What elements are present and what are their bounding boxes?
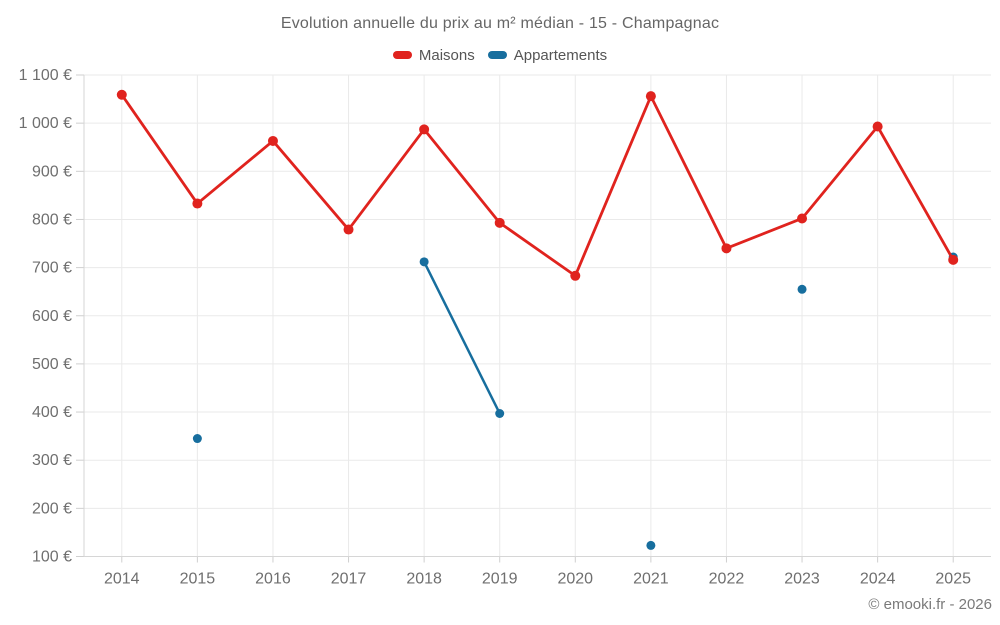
- y-axis-label: 800 €: [32, 211, 72, 228]
- point-maisons-2021[interactable]: [645, 91, 656, 102]
- legend-label: Appartements: [513, 46, 608, 64]
- y-axis-label: 900 €: [32, 163, 72, 180]
- point-maisons-2018[interactable]: [419, 124, 430, 135]
- point-maisons-2019[interactable]: [494, 217, 505, 228]
- point-appartements-2023[interactable]: [797, 284, 807, 294]
- series-line-maisons: [120, 93, 955, 278]
- point-maisons-2022[interactable]: [721, 243, 732, 254]
- x-axis-label: 2025: [935, 571, 971, 588]
- point-maisons-2016[interactable]: [267, 135, 278, 146]
- y-axis-label: 600 €: [32, 308, 72, 325]
- y-axis-label: 100 €: [32, 549, 72, 566]
- point-appartements-2015[interactable]: [192, 434, 202, 444]
- point-maisons-2015[interactable]: [192, 198, 203, 209]
- point-maisons-2014[interactable]: [116, 89, 127, 100]
- point-maisons-2024[interactable]: [872, 121, 883, 132]
- x-axis-label: 2015: [180, 571, 216, 588]
- point-maisons-2017[interactable]: [343, 224, 354, 235]
- legend-item-appartements[interactable]: Appartements: [487, 46, 608, 64]
- chart-legend: Maisons Appartements: [0, 44, 1000, 66]
- legend-item-maisons[interactable]: Maisons: [392, 46, 475, 64]
- x-axis-label: 2017: [331, 571, 367, 588]
- legend-swatch-appartements: [487, 51, 507, 59]
- point-maisons-2020[interactable]: [570, 270, 581, 281]
- x-axis-label: 2014: [104, 571, 140, 588]
- x-axis-label: 2018: [406, 571, 442, 588]
- y-axis-label: 500 €: [32, 356, 72, 373]
- page-title: Evolution annuelle du prix au m² médian …: [280, 15, 720, 32]
- legend-label: Maisons: [418, 46, 475, 64]
- x-axis-label: 2021: [633, 571, 669, 588]
- point-appartements-2021[interactable]: [646, 540, 656, 550]
- x-axis-label: 2024: [860, 571, 896, 588]
- y-axis-label: 400 €: [32, 404, 72, 421]
- y-axis-label: 1 000 €: [19, 115, 72, 132]
- legend-swatch-maisons: [392, 51, 412, 59]
- x-axis-label: 2022: [709, 571, 745, 588]
- series-line-appartements: [422, 260, 501, 415]
- x-axis-label: 2020: [557, 571, 593, 588]
- x-axis-label: 2019: [482, 571, 518, 588]
- y-axis-label: 300 €: [32, 452, 72, 469]
- x-axis-label: 2023: [784, 571, 820, 588]
- point-appartements-2018[interactable]: [419, 257, 429, 267]
- point-maisons-2025[interactable]: [948, 254, 959, 265]
- footer-credit: © emooki.fr - 2026: [868, 596, 992, 613]
- y-axis-label: 200 €: [32, 500, 72, 517]
- y-axis-label: 700 €: [32, 260, 72, 277]
- point-maisons-2023[interactable]: [797, 213, 808, 224]
- y-axis-label: 1 100 €: [19, 67, 72, 84]
- point-appartements-2019[interactable]: [495, 408, 505, 418]
- x-axis-label: 2016: [255, 571, 291, 588]
